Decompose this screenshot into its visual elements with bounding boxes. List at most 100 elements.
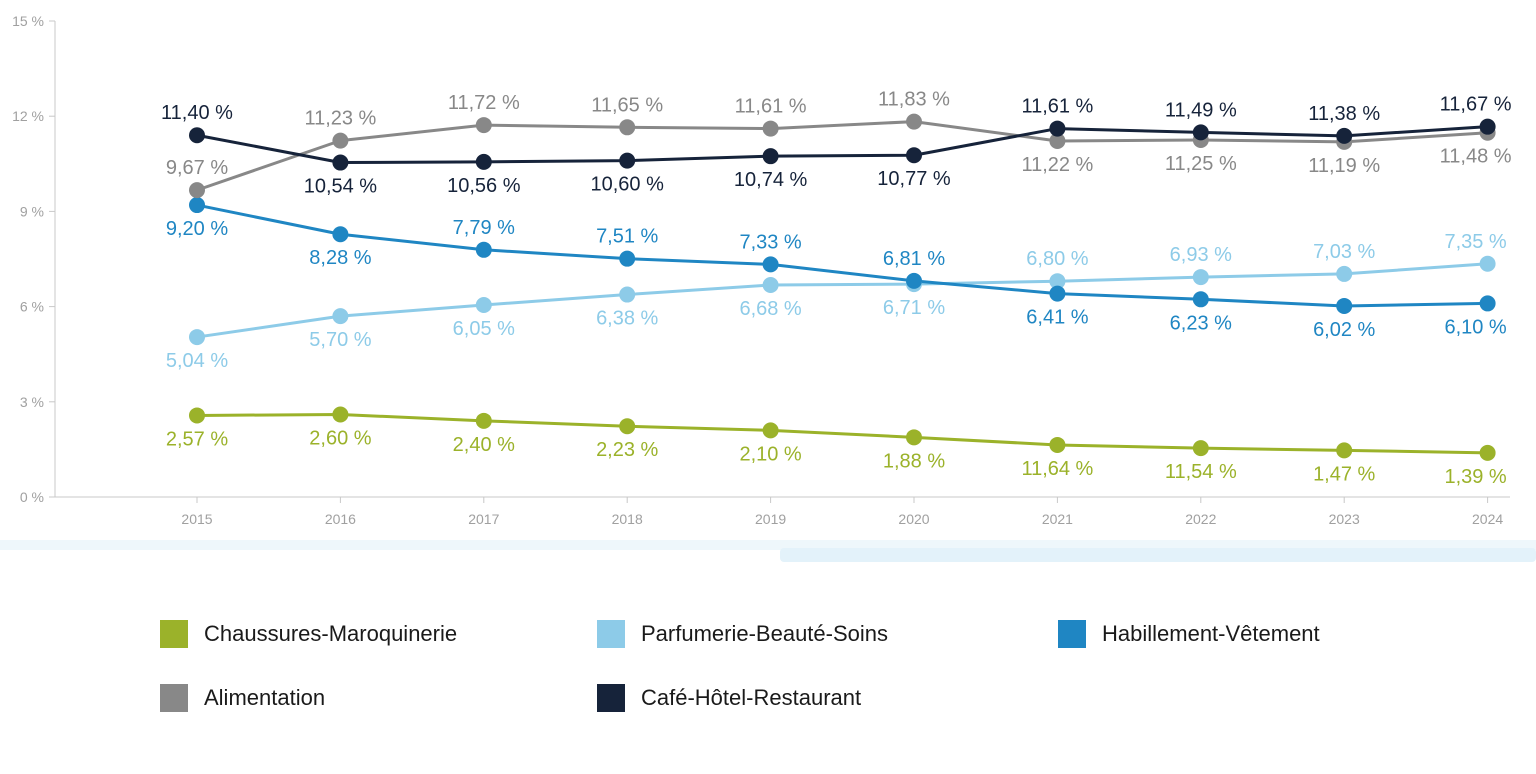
data-point [906,272,922,289]
data-label: 11,40 % [161,102,233,124]
legend-item-parfumerie-beaute-soins: Parfumerie-Beauté-Soins [597,620,888,648]
data-label: 9,67 % [166,157,228,179]
legend-swatch [597,620,625,648]
x-tick-label: 2020 [898,511,929,527]
data-label: 6,41 % [1026,307,1088,329]
data-label: 10,74 % [734,169,808,191]
data-point [475,153,492,170]
series-line [196,120,1488,192]
data-label: 6,02 % [1313,319,1375,341]
x-tick-label: 2021 [1042,511,1073,527]
data-label: 11,72 % [448,92,520,114]
data-label: 11,67 % [1440,94,1512,116]
data-label: 11,83 % [878,89,950,111]
background-band-right [780,548,1536,562]
data-label: 6,81 % [883,248,945,270]
data-label: 6,38 % [596,308,658,330]
data-point [475,117,492,134]
series-line [196,412,1488,455]
data-point [1336,265,1353,282]
data-label: 11,22 % [1021,154,1093,176]
data-point [189,197,205,214]
data-point [1192,269,1209,286]
data-point [762,256,779,273]
data-label: 11,49 % [1165,99,1237,121]
data-point [1192,291,1209,308]
data-point [1479,255,1496,272]
data-point [332,132,349,149]
y-tick-label: 15 % [12,13,44,29]
data-label: 5,70 % [309,329,371,351]
data-label: 11,23 % [304,108,376,130]
data-label: 9,20 % [166,218,228,240]
data-label: 1,39 % [1444,466,1506,488]
data-point [1049,285,1066,302]
data-label: 7,79 % [453,217,515,239]
legend-item-chaussures-maroquinerie: Chaussures-Maroquinerie [160,620,457,648]
series-line [196,203,1488,308]
data-point [475,241,492,258]
data-label: 11,61 % [735,96,807,118]
data-point [906,429,922,446]
data-point [475,412,492,429]
y-tick-label: 3 % [20,394,44,410]
data-label: 11,19 % [1308,155,1380,177]
y-tick-label: 0 % [20,489,44,505]
data-point [619,152,636,169]
data-label: 7,03 % [1313,241,1375,263]
data-point [1336,297,1353,314]
data-label: 11,48 % [1440,146,1512,168]
data-point [906,113,922,130]
data-point [906,147,922,164]
legend-swatch [160,684,188,712]
data-label: 11,61 % [1021,96,1093,118]
legend-swatch [597,684,625,712]
x-tick-label: 2023 [1329,511,1360,527]
data-label: 2,23 % [596,439,658,461]
data-point [332,406,349,423]
data-label: 2,57 % [166,428,228,450]
series-line [196,125,1488,165]
data-label: 5,04 % [166,350,228,372]
data-label: 7,33 % [739,231,801,253]
legend-swatch [1058,620,1086,648]
data-point [619,250,636,267]
data-label: 2,60 % [309,427,371,449]
legend-item-habillement-vetement: Habillement-Vêtement [1058,620,1320,648]
data-point [1336,442,1353,459]
data-point [1192,440,1209,457]
data-point [1192,124,1209,141]
data-label: 6,80 % [1026,248,1088,270]
data-point [332,226,349,243]
data-label: 6,23 % [1170,312,1232,334]
data-label: 2,10 % [739,443,801,465]
x-tick-label: 2017 [468,511,499,527]
legend-item-alimentation: Alimentation [160,684,325,712]
data-label: 6,68 % [739,298,801,320]
series-points [189,113,1496,461]
data-point [189,329,205,346]
data-labels: 2,57 % 2,60 % 2,40 % 2,23 % 2,10 % 1,88 % 11,6… [161,89,1512,488]
data-point [1049,132,1066,149]
x-tick-label: 2019 [755,511,786,527]
data-label: 10,77 % [877,168,951,190]
data-label: 11,38 % [1308,103,1380,125]
data-point [619,418,636,435]
y-tick-label: 6 % [20,299,44,315]
data-point [1479,444,1496,461]
data-point [189,182,205,199]
data-label: 11,54 % [1165,461,1237,483]
background-band [0,540,1536,550]
legend-swatch [160,620,188,648]
data-point [762,120,779,137]
data-point [475,297,492,314]
legend-label: Parfumerie-Beauté-Soins [641,621,889,646]
data-label: 11,65 % [591,94,663,116]
data-point [1049,120,1066,137]
data-label: 10,54 % [304,176,378,198]
data-point [1049,436,1066,453]
series-lines [196,120,1488,455]
data-label: 11,25 % [1165,153,1237,175]
data-label: 6,05 % [453,318,515,340]
